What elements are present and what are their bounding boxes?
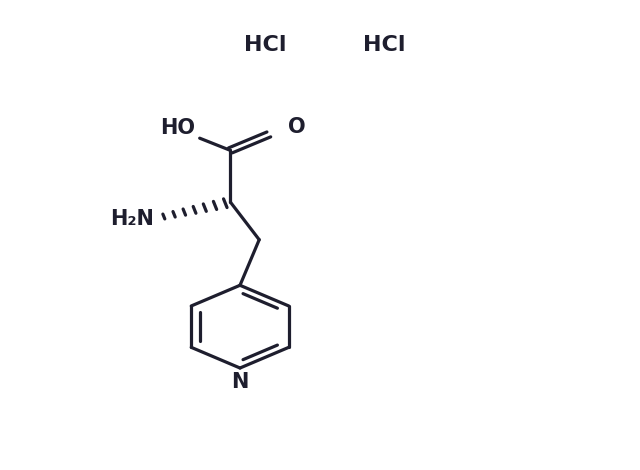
- Text: H₂N: H₂N: [110, 209, 154, 228]
- Text: HCl: HCl: [244, 35, 287, 55]
- Text: HO: HO: [161, 118, 195, 138]
- Text: HCl: HCl: [363, 35, 405, 55]
- Text: N: N: [231, 372, 249, 392]
- Text: O: O: [287, 117, 305, 137]
